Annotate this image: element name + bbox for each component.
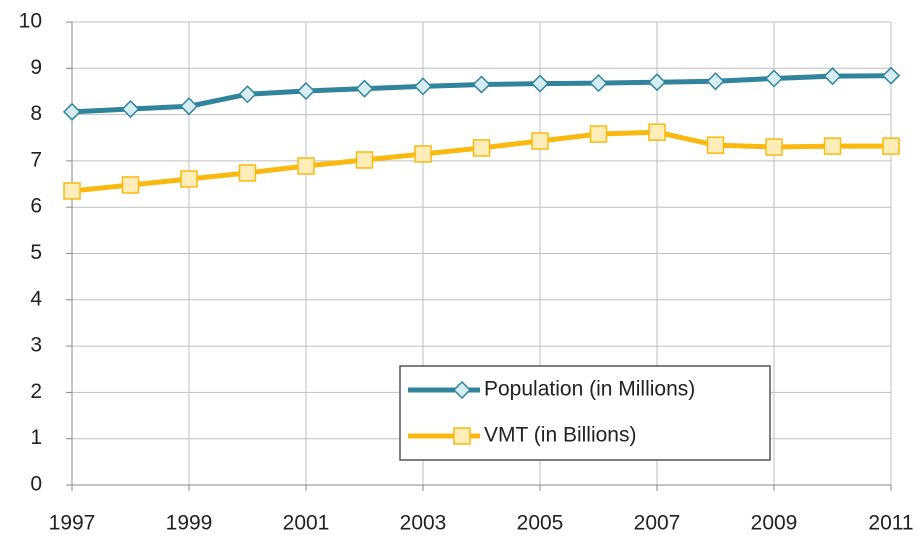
- marker: [882, 137, 900, 155]
- marker: [472, 139, 491, 157]
- marker: [647, 73, 667, 92]
- marker: [589, 125, 608, 143]
- marker: [355, 79, 374, 98]
- legend-marker: [452, 380, 472, 400]
- y-tick-label: 6: [30, 195, 42, 218]
- marker: [297, 157, 315, 175]
- marker: [238, 164, 257, 182]
- marker: [179, 97, 199, 116]
- x-tick-label: 1999: [166, 512, 213, 535]
- x-tick-label: 2007: [634, 512, 681, 535]
- y-tick-label: 1: [30, 426, 42, 449]
- marker: [589, 74, 608, 93]
- x-tick-label: 2001: [283, 512, 330, 535]
- marker: [63, 182, 81, 200]
- marker: [823, 137, 842, 155]
- y-tick-label: 0: [30, 473, 42, 496]
- x-tick-label: 2003: [400, 512, 447, 535]
- x-tick-label: 2005: [517, 512, 564, 535]
- y-tick-label: 3: [30, 334, 42, 357]
- marker: [296, 81, 316, 101]
- y-tick-label: 10: [19, 10, 42, 33]
- marker: [414, 145, 432, 163]
- marker: [62, 102, 82, 121]
- y-tick-label: 9: [30, 56, 42, 79]
- y-tick-label: 4: [30, 287, 42, 310]
- marker: [706, 136, 725, 154]
- marker: [530, 74, 550, 93]
- x-tick-label: 1997: [49, 512, 96, 535]
- marker: [121, 99, 140, 119]
- marker: [355, 151, 374, 169]
- x-tick-label: 2009: [751, 512, 798, 535]
- y-tick-label: 5: [30, 241, 42, 264]
- y-tick-label: 7: [30, 148, 42, 171]
- marker: [706, 72, 725, 91]
- marker: [472, 75, 491, 94]
- legend-label: Population (in Millions): [484, 378, 695, 401]
- marker: [881, 66, 901, 85]
- marker: [121, 176, 140, 194]
- marker: [764, 69, 784, 88]
- y-tick-label: 8: [30, 102, 42, 125]
- legend-marker: [453, 427, 471, 445]
- marker: [823, 67, 842, 86]
- marker: [180, 170, 198, 188]
- marker: [413, 77, 433, 96]
- marker: [531, 132, 549, 150]
- x-tick-label: 2011: [868, 512, 913, 535]
- legend-label: VMT (in Billions): [484, 424, 636, 447]
- y-tick-label: 2: [30, 380, 42, 403]
- marker: [648, 123, 666, 141]
- marker: [238, 85, 257, 104]
- marker: [765, 138, 783, 156]
